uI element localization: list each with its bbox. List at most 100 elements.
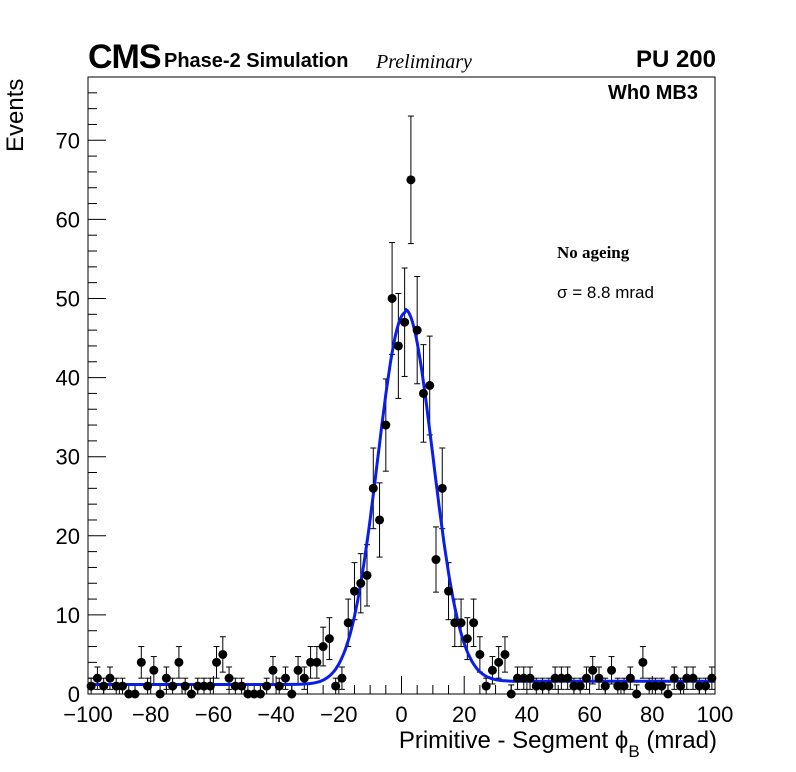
data-point bbox=[105, 673, 115, 683]
data-point bbox=[381, 420, 391, 430]
data-point bbox=[569, 681, 579, 691]
y-tick-label: 40 bbox=[56, 366, 80, 391]
data-point bbox=[506, 689, 516, 699]
x-tick-label: −60 bbox=[195, 702, 232, 727]
condition-label: No ageing bbox=[557, 243, 630, 262]
data-point bbox=[293, 665, 303, 675]
data-point bbox=[243, 689, 253, 699]
experiment-label: CMS bbox=[88, 38, 162, 76]
data-point bbox=[356, 578, 366, 588]
data-point bbox=[412, 325, 422, 335]
data-point bbox=[368, 483, 378, 493]
data-point bbox=[676, 681, 686, 691]
data-point bbox=[375, 515, 385, 525]
data-point bbox=[155, 689, 165, 699]
data-point bbox=[406, 175, 416, 185]
data-point bbox=[538, 681, 548, 691]
status-label: Preliminary bbox=[376, 51, 472, 73]
y-tick-label: 30 bbox=[56, 445, 80, 470]
data-point bbox=[657, 681, 667, 691]
data-point bbox=[607, 665, 617, 675]
data-point bbox=[324, 634, 334, 644]
x-tick-label: −100 bbox=[63, 702, 113, 727]
data-point bbox=[393, 341, 403, 351]
data-point bbox=[650, 681, 660, 691]
data-point bbox=[437, 483, 447, 493]
y-tick-label: 10 bbox=[56, 603, 80, 628]
x-axis-title-main: Primitive - Segment ϕ bbox=[398, 727, 629, 754]
x-axis-title-sub: B bbox=[628, 742, 640, 761]
y-tick-label: 70 bbox=[56, 128, 80, 153]
y-axis-title: Events bbox=[2, 78, 29, 152]
data-point bbox=[519, 673, 529, 683]
data-point bbox=[111, 681, 121, 691]
error-bars bbox=[88, 115, 715, 695]
data-point bbox=[575, 681, 585, 691]
y-tick-label: 50 bbox=[56, 286, 80, 311]
data-point bbox=[124, 689, 134, 699]
x-tick-label: 0 bbox=[395, 702, 407, 727]
data-point bbox=[174, 657, 184, 667]
data-point bbox=[707, 673, 717, 683]
data-point bbox=[337, 673, 347, 683]
simulation-label: Phase-2 Simulation bbox=[164, 50, 349, 72]
data-point bbox=[161, 673, 171, 683]
x-tick-label: 80 bbox=[640, 702, 664, 727]
data-point bbox=[199, 681, 209, 691]
data-point bbox=[444, 586, 454, 596]
data-point bbox=[500, 649, 510, 659]
data-point bbox=[287, 689, 297, 699]
data-point bbox=[425, 381, 435, 390]
data-point bbox=[600, 681, 610, 691]
data-point bbox=[400, 317, 410, 327]
x-tick-label: −80 bbox=[132, 702, 169, 727]
x-axis-title: Primitive - Segment ϕB (mrad) bbox=[399, 727, 717, 762]
data-point bbox=[594, 673, 604, 683]
data-point bbox=[613, 681, 623, 691]
data-point bbox=[362, 570, 372, 580]
data-point bbox=[349, 586, 359, 596]
data-point bbox=[262, 681, 272, 691]
data-point bbox=[312, 657, 322, 667]
data-point bbox=[193, 681, 203, 691]
data-point bbox=[663, 689, 673, 699]
data-point bbox=[92, 673, 102, 683]
data-point bbox=[212, 657, 222, 667]
data-point bbox=[218, 649, 228, 659]
data-point bbox=[550, 673, 560, 683]
x-axis-title-unit: (mrad) bbox=[639, 727, 717, 754]
data-point bbox=[143, 681, 153, 691]
y-axis: 0 10 20 30 40 50 60 70 bbox=[56, 92, 106, 707]
data-point bbox=[318, 642, 328, 652]
data-point bbox=[130, 689, 140, 699]
y-tick-label: 20 bbox=[56, 524, 80, 549]
data-point bbox=[268, 665, 278, 675]
data-point bbox=[331, 681, 341, 691]
data-point bbox=[644, 681, 654, 691]
data-point bbox=[525, 673, 535, 683]
data-point bbox=[588, 665, 598, 675]
data-point bbox=[343, 618, 353, 628]
data-point bbox=[469, 618, 479, 628]
y-tick-label: 0 bbox=[68, 682, 80, 707]
data-point bbox=[237, 681, 247, 691]
data-point bbox=[306, 657, 316, 667]
data-point bbox=[299, 673, 309, 683]
data-point bbox=[117, 681, 127, 691]
data-point bbox=[701, 681, 711, 691]
data-point bbox=[149, 665, 159, 675]
sigma-symbol: σ bbox=[557, 283, 568, 302]
fit-curve bbox=[88, 307, 715, 686]
data-point bbox=[638, 657, 648, 667]
data-point bbox=[180, 681, 190, 691]
data-point bbox=[619, 681, 629, 691]
data-point bbox=[418, 388, 428, 398]
station-label: Wh0 MB3 bbox=[608, 82, 698, 104]
data-point bbox=[556, 673, 566, 683]
data-point bbox=[632, 689, 642, 699]
data-point bbox=[168, 681, 178, 691]
data-point bbox=[281, 673, 291, 683]
data-point bbox=[581, 673, 591, 683]
data-point bbox=[186, 689, 196, 699]
data-point bbox=[475, 649, 485, 659]
